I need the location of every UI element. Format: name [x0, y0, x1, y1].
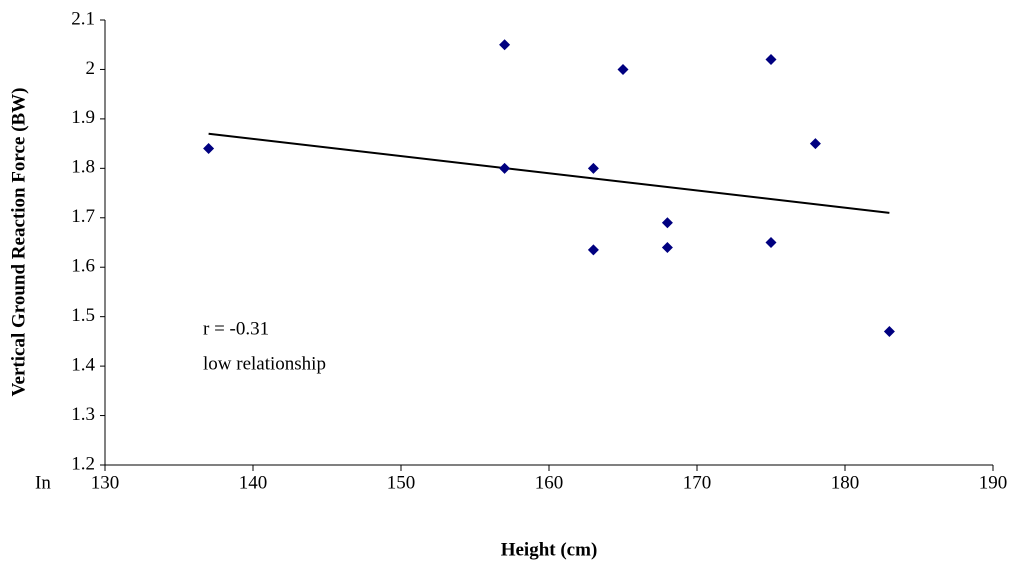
annotation: r = -0.31 [203, 318, 269, 339]
y-tick-label: 2.1 [71, 8, 95, 29]
y-tick-label: 1.7 [71, 206, 95, 227]
x-tick-label: 180 [831, 472, 860, 493]
x-tick-label: 170 [683, 472, 712, 493]
point [765, 54, 777, 66]
x-tick-label: 160 [535, 472, 564, 493]
y-tick-label: 1.3 [71, 404, 95, 425]
x-tick-label: 150 [387, 472, 416, 493]
y-tick-label: 1.9 [71, 107, 95, 128]
y-tick-label: 1.6 [71, 256, 95, 277]
point [661, 217, 673, 229]
point [499, 39, 511, 51]
point [765, 237, 777, 248]
point [587, 162, 599, 174]
point [617, 63, 629, 75]
y-tick-label: 1.2 [71, 453, 95, 474]
y-tick-label: 1.8 [71, 157, 95, 178]
annotation: low relationship [203, 353, 326, 374]
x-axis-label: Height (cm) [501, 539, 598, 560]
annotation: In [35, 472, 51, 493]
y-tick-label: 1.5 [71, 305, 95, 326]
point [883, 326, 895, 337]
y-tick-label: 2 [86, 58, 96, 79]
x-tick-label: 140 [239, 472, 268, 493]
point [809, 138, 821, 150]
point [203, 143, 215, 155]
x-tick-label: 190 [979, 472, 1008, 493]
point [499, 162, 511, 174]
x-tick-label: 130 [91, 472, 120, 493]
point [661, 241, 673, 253]
y-axis-label: Vertical Ground Reaction Force (BW) [8, 88, 29, 397]
point [587, 244, 599, 256]
trendline [208, 132, 890, 214]
y-tick-label: 1.4 [71, 354, 95, 375]
